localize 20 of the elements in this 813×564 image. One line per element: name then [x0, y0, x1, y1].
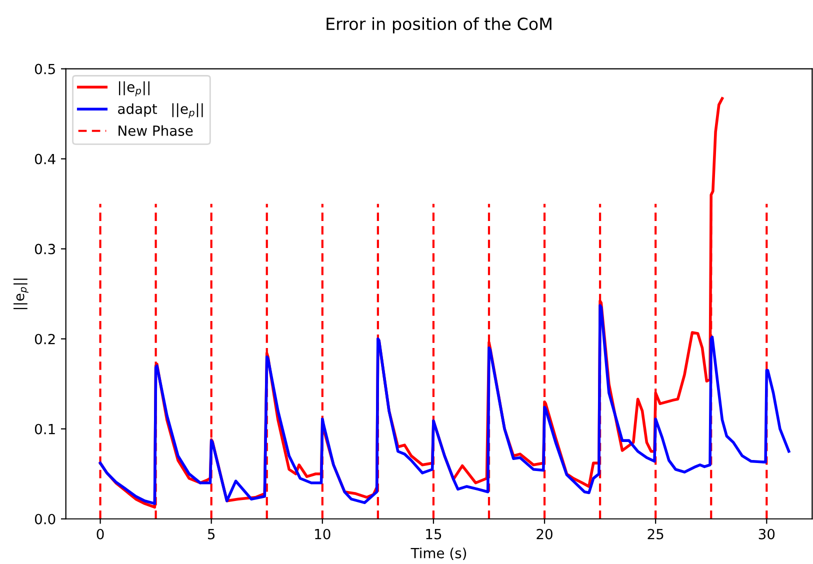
- y-tick-label: 0.0: [34, 514, 56, 524]
- x-tick-label: 30: [758, 528, 775, 540]
- x-axis-title: Time (s): [410, 548, 466, 560]
- y-tick-label: 0.2: [34, 334, 55, 344]
- x-tick-label: 5: [208, 529, 215, 540]
- x-tick-label: 15: [426, 529, 442, 540]
- y-tick-label: 0.4: [34, 154, 56, 164]
- y-tick-label: 0.1: [34, 424, 55, 434]
- legend-label: adapt ||e$_{p}$||: [118, 103, 203, 118]
- x-tick-label: 10: [315, 528, 330, 540]
- x-tick-label: 25: [648, 528, 664, 540]
- x-tick-label: 0: [96, 528, 104, 540]
- y-axis-title: ||e$_{p}$||: [13, 278, 28, 310]
- legend-label: New Phase: [118, 125, 193, 136]
- y-tick-label: 0.5: [34, 64, 55, 74]
- chart-title: Error in position of the CoM: [326, 17, 552, 34]
- y-tick-label: 0.3: [34, 244, 56, 254]
- legend-label: ||e$_{p}$||: [119, 81, 150, 96]
- x-tick-label: 20: [536, 528, 552, 540]
- line-series: [98, 304, 790, 505]
